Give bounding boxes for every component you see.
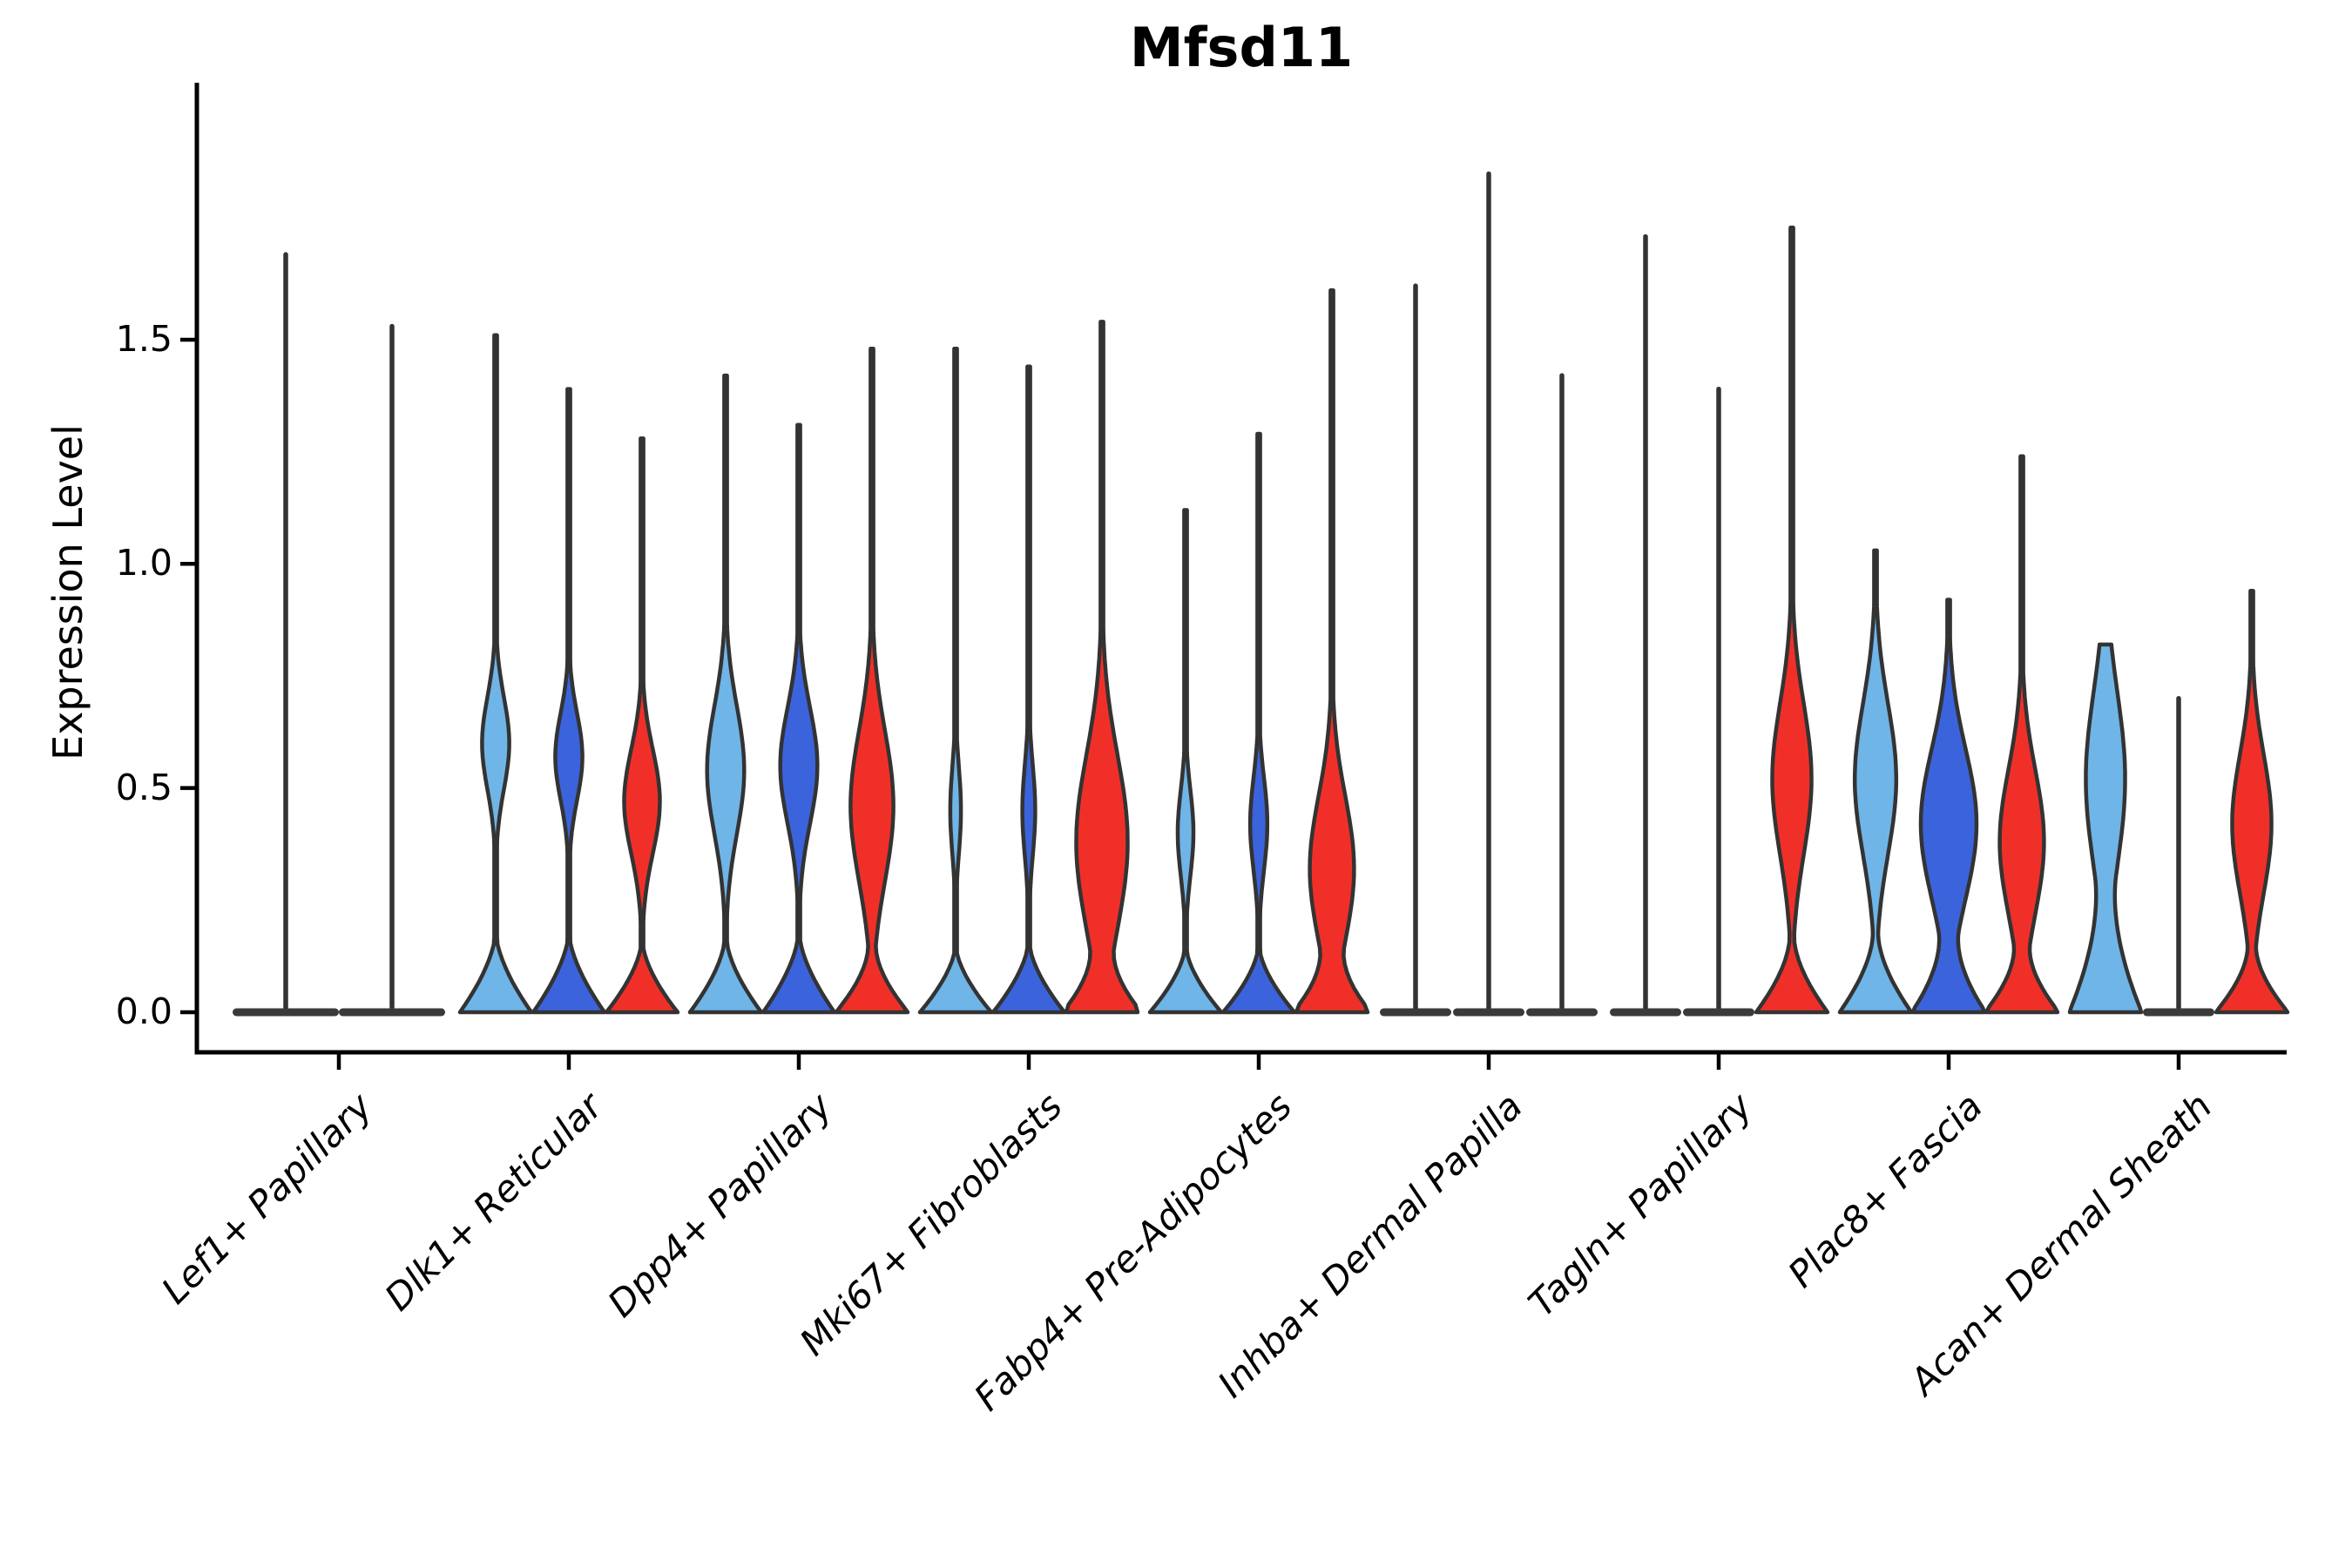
violin-body — [1910, 598, 1987, 1015]
violin-body — [1984, 454, 2060, 1015]
violin-body — [990, 364, 1067, 1015]
y-tick-label: 1.5 — [115, 317, 172, 360]
flat-violin-body — [1526, 1008, 1598, 1017]
violin-body — [1754, 226, 1830, 1015]
flat-violin-body — [1610, 1008, 1681, 1017]
violin-body — [1220, 431, 1297, 1015]
violin-body — [1147, 508, 1224, 1015]
violin-body — [604, 436, 680, 1015]
violin-body — [760, 422, 837, 1015]
violin-body — [687, 373, 764, 1015]
violin-body — [531, 387, 607, 1015]
violin-body — [917, 346, 994, 1015]
flat-violin-body — [233, 1008, 339, 1017]
chart-title: Mfsd11 — [1129, 16, 1354, 79]
flat-violin-body — [2143, 1008, 2214, 1017]
violin-body — [1294, 288, 1370, 1015]
flat-violin-body — [1453, 1008, 1524, 1017]
violin-body — [1837, 548, 1914, 1015]
violin-body — [1064, 320, 1140, 1015]
y-tick-label: 0.5 — [115, 766, 172, 808]
violin-body — [2213, 588, 2290, 1015]
violin-body — [2067, 642, 2144, 1015]
violin-body — [834, 346, 910, 1015]
y-tick-label: 1.0 — [115, 542, 172, 585]
violin-body — [457, 333, 534, 1015]
y-tick-label: 0.0 — [115, 990, 172, 1032]
flat-violin-body — [1380, 1008, 1451, 1017]
flat-violin-body — [339, 1008, 445, 1017]
flat-violin-body — [1683, 1008, 1754, 1017]
